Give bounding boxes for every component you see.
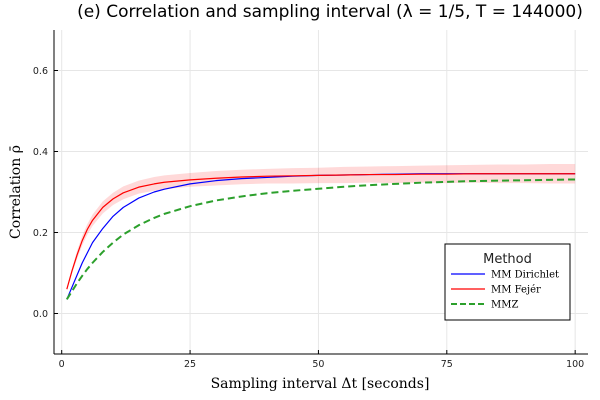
legend: Method MM Dirichlet MM Fejér MMZ — [444, 243, 571, 321]
x-tick-label: 50 — [312, 359, 324, 370]
legend-label: MM Fejér — [491, 285, 541, 296]
y-tick-label: 0.2 — [33, 228, 48, 239]
series-line — [66, 173, 576, 290]
y-tick-label: 0.0 — [33, 309, 48, 320]
x-tick-labels: 0 25 50 75 100 — [59, 359, 585, 370]
x-tick-label: 75 — [441, 359, 453, 370]
series-line — [65, 178, 576, 300]
y-tick-label: 0.4 — [33, 147, 48, 158]
y-axis-label: Correlation ρ̄ — [8, 145, 24, 239]
y-tick-labels: 0.0 0.2 0.4 0.6 — [33, 66, 48, 320]
axes — [53, 30, 588, 355]
legend-title: Method — [483, 252, 532, 267]
confidence-bands — [66, 164, 576, 290]
grid — [54, 30, 588, 354]
x-tick-label: 100 — [566, 359, 584, 370]
x-axis-label: Sampling interval Δt [seconds] — [211, 376, 430, 392]
series-band — [66, 164, 576, 290]
x-tick-label: 25 — [184, 359, 196, 370]
chart-title: (e) Correlation and sampling interval (λ… — [77, 2, 583, 22]
legend-label: MMZ — [491, 300, 518, 311]
legend-label: MM Dirichlet — [491, 270, 559, 281]
legend-box — [444, 243, 571, 321]
series-lines — [65, 173, 576, 300]
y-tick-label: 0.6 — [33, 66, 48, 77]
x-tick-label: 0 — [59, 359, 65, 370]
